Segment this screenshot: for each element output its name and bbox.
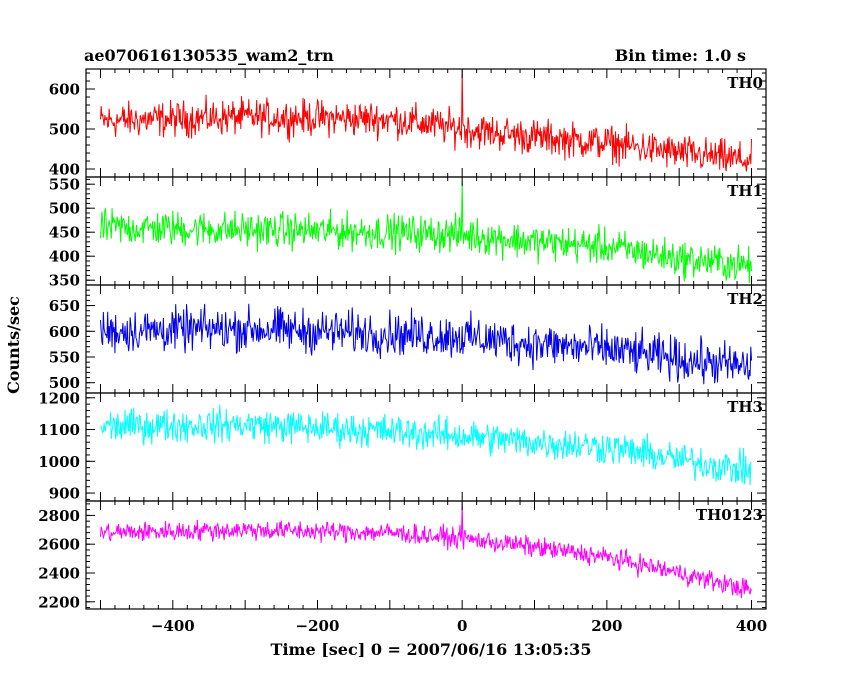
series-line-th0123 bbox=[99, 502, 752, 599]
panel-th2: 500 550 600 650 TH2 bbox=[49, 284, 767, 394]
y-tick-label: 2400 bbox=[38, 565, 80, 583]
y-tick-label: 350 bbox=[49, 272, 80, 290]
y-tick-label: 1200 bbox=[38, 389, 80, 407]
y-tick-label: 650 bbox=[49, 297, 80, 315]
y-tick-label: 500 bbox=[49, 121, 80, 139]
y-tick-label: 550 bbox=[49, 349, 80, 367]
x-tick-label: −400 bbox=[151, 617, 195, 635]
y-tick-label: 450 bbox=[49, 224, 80, 242]
y-tick-label: 2600 bbox=[38, 536, 80, 554]
panel-frame bbox=[85, 500, 767, 610]
y-tick-label: 600 bbox=[49, 81, 80, 99]
x-tick-label: 200 bbox=[591, 617, 622, 635]
panel-th3: 900 1000 1100 1200 TH3 bbox=[38, 389, 767, 503]
y-tick-label: 1100 bbox=[38, 421, 80, 439]
x-tick-label: 0 bbox=[457, 617, 467, 635]
y-tick-label: 550 bbox=[49, 176, 80, 194]
series-label-th2: TH2 bbox=[727, 290, 763, 308]
series-line-th2 bbox=[99, 303, 753, 385]
panel-th0123: 2200 2400 2600 2800 TH0123 bbox=[38, 500, 767, 611]
series-label-th3: TH3 bbox=[727, 398, 763, 416]
x-tick-label: 400 bbox=[736, 617, 767, 635]
y-tick-label: 400 bbox=[49, 161, 80, 179]
series-label-th1: TH1 bbox=[727, 182, 763, 200]
series-label-th0: TH0 bbox=[727, 74, 763, 92]
x-axis-label: Time [sec] 0 = 2007/06/16 13:05:35 bbox=[271, 640, 592, 659]
bin-time-label: Bin time: 1.0 s bbox=[615, 46, 746, 65]
y-tick-label: 500 bbox=[49, 374, 80, 392]
figure-title: ae070616130535_wam2_trn bbox=[84, 46, 334, 65]
series-line-th1 bbox=[99, 179, 753, 284]
y-tick-label: 500 bbox=[49, 200, 80, 218]
panel-th0: 400 500 600 TH0 bbox=[49, 68, 767, 179]
y-tick-label: 900 bbox=[49, 485, 80, 503]
panel-frame bbox=[85, 392, 767, 502]
series-label-th0123: TH0123 bbox=[696, 506, 763, 524]
y-tick-label: 600 bbox=[49, 323, 80, 341]
y-tick-label: 2200 bbox=[38, 593, 80, 611]
y-tick-label: 1000 bbox=[38, 453, 80, 471]
panels-group: 400 500 600 TH0 350 400 450 500 550 TH1 500 550 600 6… bbox=[38, 68, 767, 635]
y-axis-label: Counts/sec bbox=[4, 296, 23, 394]
series-line-th0 bbox=[99, 69, 753, 172]
x-tick-label: −200 bbox=[296, 617, 340, 635]
series-line-th3 bbox=[100, 404, 752, 486]
y-tick-label: 2800 bbox=[38, 507, 80, 525]
y-tick-label: 400 bbox=[49, 248, 80, 266]
panel-th1: 350 400 450 500 550 TH1 bbox=[49, 176, 767, 290]
